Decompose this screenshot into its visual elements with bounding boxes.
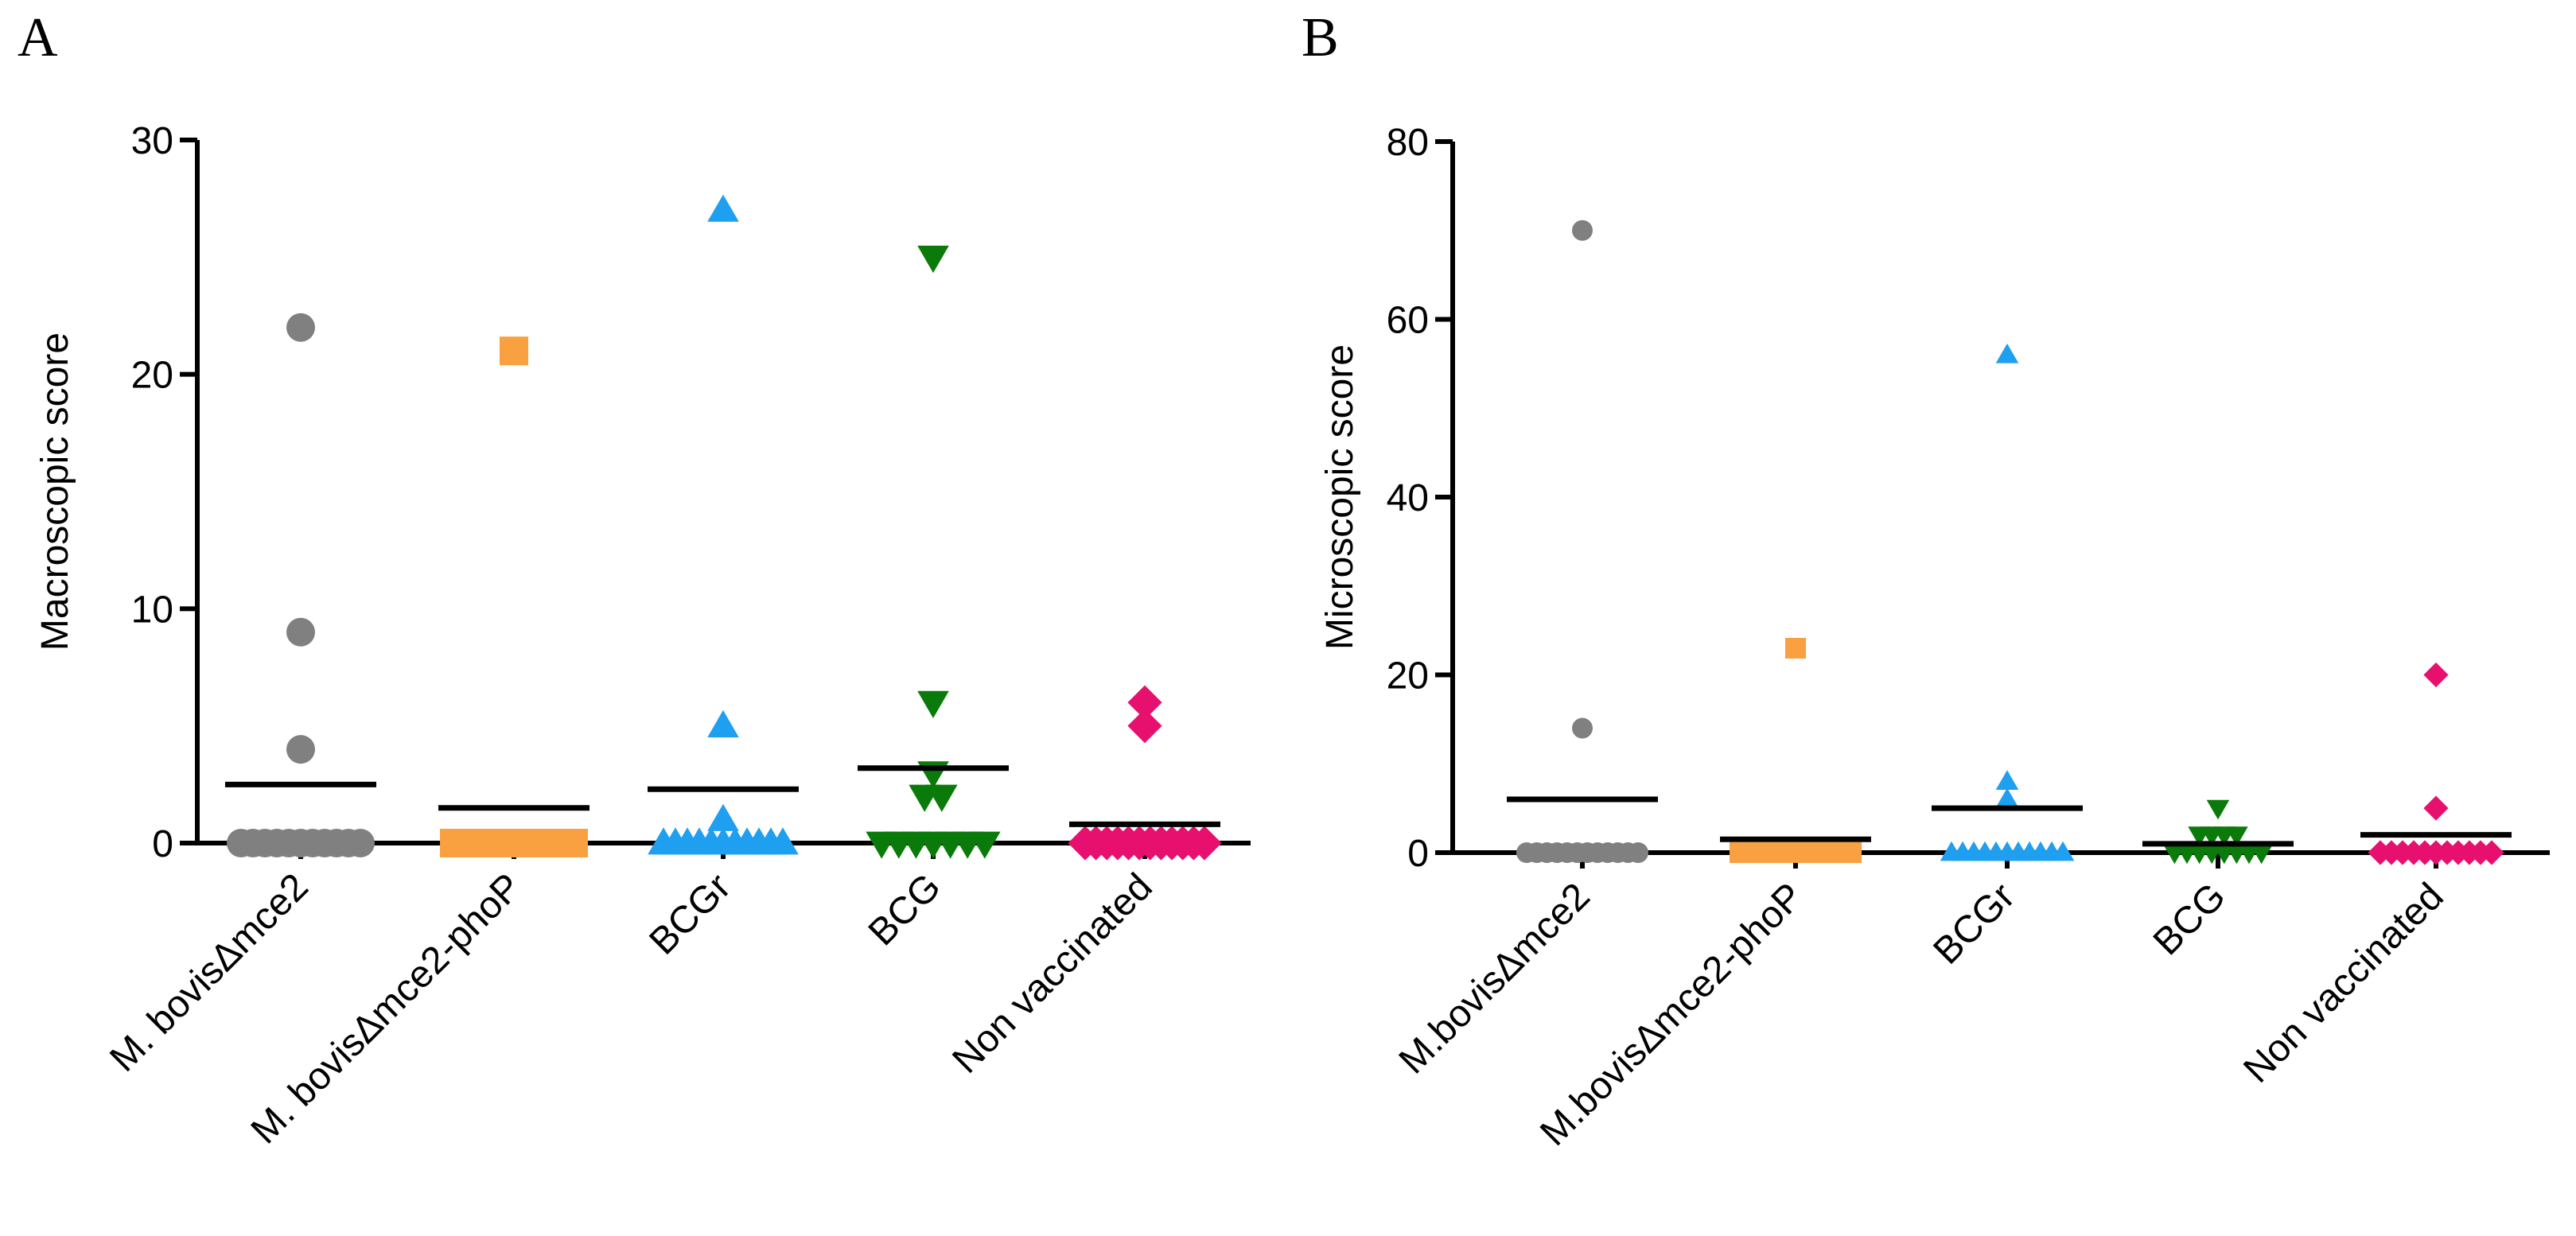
point bbox=[1628, 842, 1648, 863]
y-tick-label: 0 bbox=[1407, 833, 1429, 875]
point bbox=[1995, 343, 2019, 363]
point bbox=[346, 829, 375, 857]
point bbox=[1995, 770, 2019, 790]
point bbox=[969, 831, 1001, 859]
x-tick-label: Non vaccinated bbox=[944, 865, 1160, 1081]
point bbox=[1572, 220, 1593, 241]
point bbox=[917, 245, 949, 274]
y-axis-label: Macroscopic score bbox=[34, 332, 76, 651]
point bbox=[767, 827, 799, 855]
point bbox=[2206, 799, 2230, 820]
x-tick-label: Non vaccinated bbox=[2236, 875, 2451, 1090]
point bbox=[1187, 826, 1222, 861]
point bbox=[2423, 795, 2449, 821]
point bbox=[1841, 842, 1862, 863]
point bbox=[707, 194, 739, 222]
point bbox=[926, 784, 958, 812]
x-tick-label: M.bovisΔmce2 bbox=[1391, 875, 1598, 1082]
y-tick-label: 20 bbox=[1387, 655, 1429, 698]
x-tick-label: BCGr bbox=[1925, 875, 2022, 972]
x-tick-label: M. bovisΔmce2 bbox=[102, 865, 317, 1080]
point bbox=[286, 617, 315, 647]
point bbox=[917, 690, 949, 718]
x-tick-label: BCGr bbox=[641, 865, 738, 962]
y-tick-label: 60 bbox=[1387, 300, 1429, 342]
y-tick-label: 20 bbox=[131, 355, 173, 397]
point bbox=[286, 313, 315, 342]
y-tick-label: 0 bbox=[152, 823, 173, 865]
y-tick-label: 30 bbox=[131, 120, 173, 162]
point bbox=[2051, 841, 2075, 861]
y-tick-label: 10 bbox=[131, 589, 173, 631]
point bbox=[1572, 717, 1593, 739]
point bbox=[707, 803, 739, 831]
point bbox=[2479, 840, 2504, 865]
point bbox=[2250, 844, 2273, 865]
y-tick-label: 80 bbox=[1387, 122, 1429, 164]
x-tick-label: BCG bbox=[2146, 875, 2234, 963]
point bbox=[500, 336, 528, 366]
point bbox=[707, 709, 739, 738]
x-tick-label: BCG bbox=[861, 865, 949, 954]
point bbox=[2423, 662, 2449, 688]
point bbox=[1785, 637, 1806, 659]
point bbox=[2225, 826, 2248, 846]
y-axis-label: Microscopic score bbox=[1319, 344, 1361, 650]
point bbox=[1127, 685, 1162, 720]
point bbox=[1995, 787, 2019, 808]
point bbox=[1127, 709, 1162, 744]
y-tick-label: 40 bbox=[1387, 477, 1429, 519]
point bbox=[559, 829, 588, 857]
point bbox=[286, 735, 315, 764]
panel-label: A bbox=[18, 7, 58, 68]
panel-label: B bbox=[1302, 7, 1339, 68]
